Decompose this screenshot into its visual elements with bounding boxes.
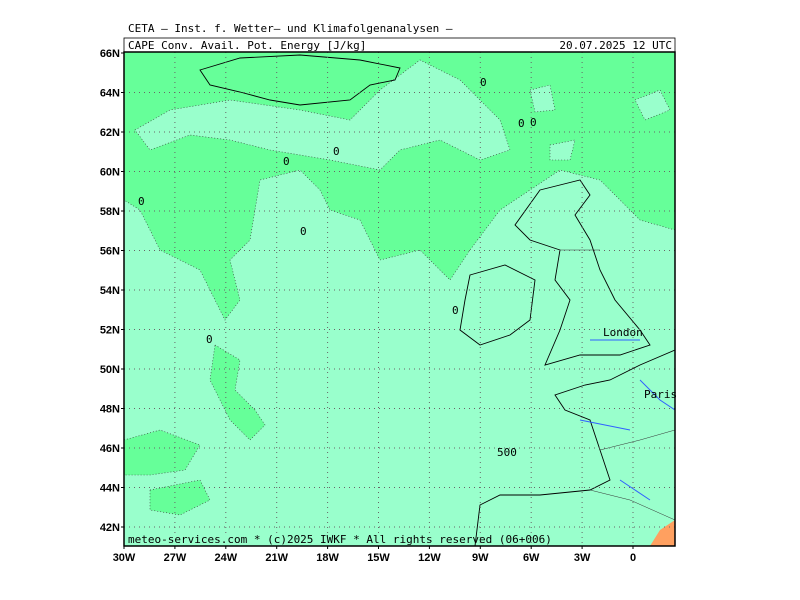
lon-label: 12W: [418, 552, 441, 564]
footer: meteo-services.com * (c)2025 IWKF * All …: [128, 533, 552, 546]
lat-label: 64N: [100, 88, 120, 100]
lat-label: 58N: [100, 206, 120, 218]
footer-bg: [125, 534, 435, 545]
lat-label: 46N: [100, 443, 120, 455]
contour-label: 0: [206, 333, 213, 346]
contour-label: 0: [333, 145, 340, 158]
map-frame: [123, 51, 676, 547]
lon-label: 15W: [367, 552, 390, 564]
lat-label: 50N: [100, 364, 120, 376]
contour-label: 0: [518, 117, 525, 130]
contour-label: 0: [138, 195, 145, 208]
valid-time: 20.07.2025 12 UTC: [559, 39, 672, 52]
cape-patch: [134, 59, 511, 171]
lat-label: 66N: [100, 48, 120, 60]
lon-label: 27W: [164, 552, 187, 564]
lon-label: 0: [630, 552, 636, 564]
lon-label: 18W: [316, 552, 339, 564]
lat-label: 52N: [100, 325, 120, 337]
lat-label: 54N: [100, 285, 120, 297]
contour-label: 0: [283, 155, 290, 168]
lat-label: 60N: [100, 167, 120, 179]
contour-label: 0: [300, 225, 307, 238]
lat-label: 42N: [100, 522, 120, 534]
lat-label: 56N: [100, 246, 120, 258]
product-title: CAPE Conv. Avail. Pot. Energy [J/kg]: [128, 39, 366, 52]
rivers: [579, 339, 675, 501]
ireland: [459, 264, 536, 346]
lon-label: 6W: [523, 552, 540, 564]
cape-zone: [124, 344, 266, 516]
contour-label: 500: [497, 446, 517, 459]
city-label: Paris: [644, 388, 677, 401]
contour-label: 0: [480, 76, 487, 89]
lat-label: 44N: [100, 483, 120, 495]
lon-label: 3W: [574, 552, 591, 564]
contour-label: 0: [452, 304, 459, 317]
lon-label: 24W: [214, 552, 237, 564]
france-iberia: [474, 349, 675, 546]
cape-high: [650, 520, 675, 546]
lon-label: 9W: [472, 552, 489, 564]
city-label: London: [603, 326, 643, 339]
contour-label: 0: [530, 116, 537, 129]
lat-label: 62N: [100, 127, 120, 139]
header-institute: CETA — Inst. f. Wetter— und Klimafolgena…: [128, 22, 453, 35]
map-area: [123, 51, 676, 547]
lat-label: 48N: [100, 404, 120, 416]
lon-label: 30W: [113, 552, 136, 564]
lon-label: 21W: [265, 552, 288, 564]
